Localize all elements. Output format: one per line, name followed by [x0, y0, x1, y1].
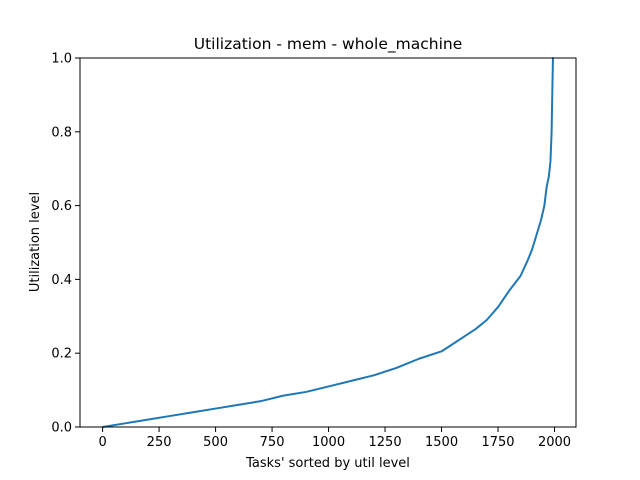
x-tick-label: 0 — [98, 435, 106, 450]
x-tick-label: 1000 — [312, 435, 345, 450]
plot-layer: 0 250 500 750 1000 1250 1500 1750 2000 0.0 0.2 0.4 0… — [51, 52, 577, 450]
x-tick-label: 1250 — [369, 435, 402, 450]
x-tick-label: 1500 — [425, 435, 458, 450]
y-tick-label: 1.0 — [51, 52, 72, 67]
x-tick-label: 250 — [147, 435, 172, 450]
x-tick-label: 750 — [260, 435, 285, 450]
y-axis-label: Utilization level — [28, 192, 43, 292]
plot-frame — [79, 57, 577, 428]
y-tick-label: 0.0 — [51, 421, 72, 436]
x-tick-label: 1750 — [481, 435, 514, 450]
x-tick-label: 2000 — [538, 435, 571, 450]
series-line-0 — [102, 57, 554, 428]
y-tick-label: 0.4 — [51, 273, 72, 288]
chart-title: Utilization - mem - whole_machine — [194, 35, 462, 54]
x-axis-label: Tasks' sorted by util level — [245, 456, 410, 471]
y-tick-label: 0.8 — [51, 125, 72, 140]
y-tick-label: 0.2 — [51, 347, 72, 362]
x-tick-label: 500 — [203, 435, 228, 450]
y-tick-label: 0.6 — [51, 199, 72, 214]
